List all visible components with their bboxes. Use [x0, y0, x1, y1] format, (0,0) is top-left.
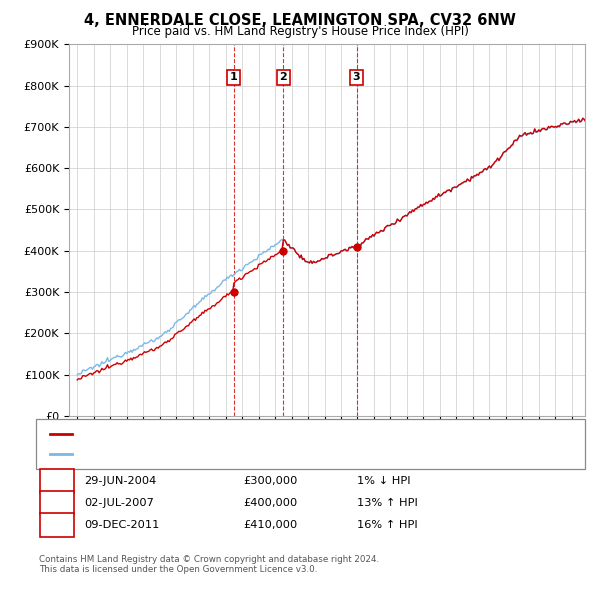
Text: 3: 3	[353, 73, 361, 82]
Text: £400,000: £400,000	[243, 498, 297, 507]
Text: 1: 1	[53, 474, 61, 487]
Text: 13% ↑ HPI: 13% ↑ HPI	[357, 498, 418, 507]
Text: 16% ↑ HPI: 16% ↑ HPI	[357, 520, 418, 530]
Text: Contains HM Land Registry data © Crown copyright and database right 2024.
This d: Contains HM Land Registry data © Crown c…	[39, 555, 379, 574]
Text: HPI: Average price, detached house, Warwick: HPI: Average price, detached house, Warw…	[79, 449, 305, 458]
Text: 2: 2	[53, 496, 61, 509]
Text: 2: 2	[280, 73, 287, 82]
Text: £410,000: £410,000	[243, 520, 297, 530]
Text: 3: 3	[53, 519, 61, 532]
Text: 4, ENNERDALE CLOSE, LEAMINGTON SPA, CV32 6NW (detached house): 4, ENNERDALE CLOSE, LEAMINGTON SPA, CV32…	[79, 430, 433, 439]
Text: 1% ↓ HPI: 1% ↓ HPI	[357, 476, 410, 486]
Text: 1: 1	[230, 73, 238, 82]
Text: £300,000: £300,000	[243, 476, 298, 486]
Text: 4, ENNERDALE CLOSE, LEAMINGTON SPA, CV32 6NW: 4, ENNERDALE CLOSE, LEAMINGTON SPA, CV32…	[84, 13, 516, 28]
Text: 02-JUL-2007: 02-JUL-2007	[84, 498, 154, 507]
Text: Price paid vs. HM Land Registry's House Price Index (HPI): Price paid vs. HM Land Registry's House …	[131, 25, 469, 38]
Text: 09-DEC-2011: 09-DEC-2011	[84, 520, 160, 530]
Text: 29-JUN-2004: 29-JUN-2004	[84, 476, 156, 486]
